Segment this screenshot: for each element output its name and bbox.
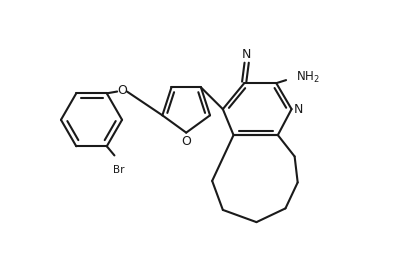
Text: N: N — [241, 48, 251, 61]
Text: Br: Br — [113, 165, 124, 175]
Text: NH$_2$: NH$_2$ — [295, 70, 319, 85]
Text: N: N — [293, 103, 302, 116]
Text: O: O — [117, 84, 127, 97]
Text: O: O — [181, 135, 191, 148]
